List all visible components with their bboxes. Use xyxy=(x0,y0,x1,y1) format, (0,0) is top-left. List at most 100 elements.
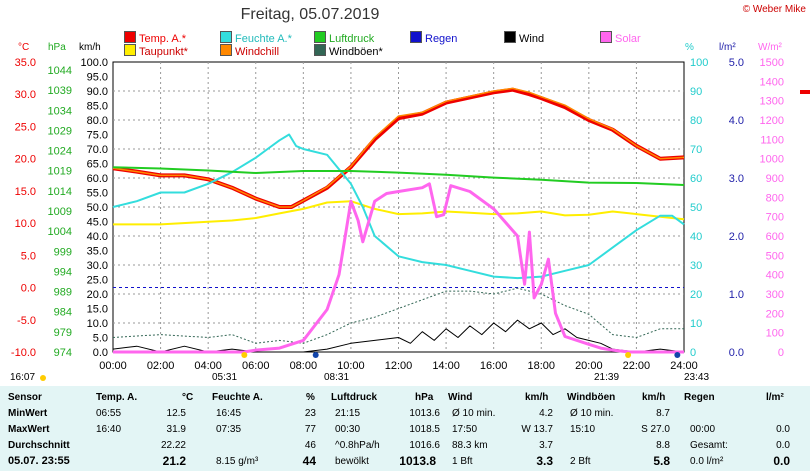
x-tick-label: 24:00 xyxy=(670,360,698,372)
cell-temp-value: 31.9 xyxy=(166,424,186,435)
pressure-tick-label: 974 xyxy=(54,347,72,359)
hdr-wind: Wind xyxy=(448,392,473,403)
cell-hum-value: 46 xyxy=(304,440,316,451)
cell-gust-bft: 2 Bft xyxy=(570,456,591,467)
humidity-tick-label: 80 xyxy=(690,115,702,127)
cell-gust-current: 5.8 xyxy=(653,454,670,468)
cell-wind-value: 4.2 xyxy=(539,408,553,419)
solar-tick-label: 1300 xyxy=(760,96,784,108)
wind-axis-unit: km/h xyxy=(79,42,101,53)
temp-tick-label: 35.0 xyxy=(15,57,36,69)
wind-tick-label: 70.0 xyxy=(87,144,108,156)
cell-rain-label: Gesamt: xyxy=(690,440,728,451)
row-label: Durchschnitt xyxy=(8,440,70,451)
wind-tick-label: 55.0 xyxy=(87,188,108,200)
wind-tick-label: 100.0 xyxy=(80,57,108,69)
humidity-tick-label: 100 xyxy=(690,57,708,69)
wind-tick-label: 25.0 xyxy=(87,275,108,287)
sun-marker-left xyxy=(40,375,46,381)
temp-tick-label: 15.0 xyxy=(15,186,36,198)
humidity-axis-unit: % xyxy=(685,42,694,53)
x-tick-label: 18:00 xyxy=(527,360,555,372)
cell-press-time: 21:15 xyxy=(335,408,361,419)
cell-hum-value: 23 xyxy=(304,408,316,419)
wind-tick-label: 65.0 xyxy=(87,159,108,171)
solar-tick-label: 1500 xyxy=(760,57,784,69)
pressure-tick-label: 1009 xyxy=(48,206,72,218)
cell-temp-value: 22.22 xyxy=(160,440,186,451)
rain-tick-label: 4.0 xyxy=(729,115,744,127)
sunrise-label: 05:31 xyxy=(212,372,238,383)
temp-tick-label: 5.0 xyxy=(21,250,36,262)
wind-tick-label: 90.0 xyxy=(87,86,108,98)
rain-axis-unit: l/m² xyxy=(719,42,736,53)
hdr-humidity: Feuchte A. xyxy=(212,392,263,403)
cell-temp-time: 16:40 xyxy=(96,424,122,435)
wind-tick-label: 10.0 xyxy=(87,318,108,330)
left-time-label: 16:07 xyxy=(10,372,36,383)
hdr-rain-unit: l/m² xyxy=(766,392,784,403)
rain-tick-label: 1.0 xyxy=(729,289,744,301)
cell-press-current: 1013.8 xyxy=(399,454,436,468)
humidity-tick-label: 30 xyxy=(690,260,702,272)
legend-gusts: Windböen* xyxy=(314,44,383,58)
cell-forecast: bewölkt xyxy=(335,456,369,467)
cell-rain-time: 00:00 xyxy=(690,424,716,435)
solar-tick-label: 400 xyxy=(766,270,784,282)
humidity-tick-label: 10 xyxy=(690,318,702,330)
pressure-tick-label: 979 xyxy=(54,327,72,339)
solar-tick-label: 1200 xyxy=(760,115,784,127)
cell-hum-time: 07:35 xyxy=(216,424,242,435)
humidity-tick-label: 20 xyxy=(690,289,702,301)
series-line xyxy=(113,182,684,354)
rain-tick-label: 2.0 xyxy=(729,231,744,243)
hdr-sensor: Sensor xyxy=(8,392,42,403)
hdr-gust: Windböen xyxy=(567,392,616,403)
sun-moon-marker xyxy=(674,352,681,358)
solar-tick-label: 1100 xyxy=(760,134,784,146)
wind-tick-label: 15.0 xyxy=(87,304,108,316)
solar-tick-label: 1400 xyxy=(760,76,784,88)
cell-wind-time: 17:50 xyxy=(452,424,478,435)
sun-moon-marker xyxy=(625,352,632,358)
series-line xyxy=(112,166,685,186)
cell-gust-label: Ø 10 min. xyxy=(570,408,614,419)
x-tick-label: 08:00 xyxy=(290,360,318,372)
cell-press-value: 1013.6 xyxy=(409,408,440,419)
temp-tick-label: 30.0 xyxy=(15,89,36,101)
pressure-tick-label: 1004 xyxy=(48,226,72,238)
cell-wind-current: 3.3 xyxy=(536,454,553,468)
wind-tick-label: 30.0 xyxy=(87,260,108,272)
series-line xyxy=(112,287,684,344)
cell-temp-current: 21.2 xyxy=(162,454,186,468)
solar-tick-label: 500 xyxy=(766,250,784,262)
wind-tick-label: 35.0 xyxy=(87,246,108,258)
x-tick-label: 12:00 xyxy=(385,360,413,372)
pressure-tick-label: 1029 xyxy=(48,125,72,137)
hdr-temp-unit: °C xyxy=(182,392,194,403)
wind-tick-label: 75.0 xyxy=(87,130,108,142)
pressure-tick-label: 1024 xyxy=(48,146,72,158)
temp-tick-label: -5.0 xyxy=(17,315,36,327)
pressure-axis-unit: hPa xyxy=(48,42,66,53)
sun-moon-marker xyxy=(241,352,248,358)
temp-tick-label: 20.0 xyxy=(15,154,36,166)
legend-rain: Regen xyxy=(410,31,457,45)
cell-gust-value: 8.7 xyxy=(656,408,670,419)
series-line xyxy=(113,200,685,226)
humidity-tick-label: 0 xyxy=(690,347,696,359)
hdr-gust-unit: km/h xyxy=(642,392,666,403)
solar-tick-label: 800 xyxy=(766,192,784,204)
series-line xyxy=(112,87,685,208)
temp-tick-label: -10.0 xyxy=(11,347,36,359)
row-label: MaxWert xyxy=(8,424,50,435)
hdr-hum-unit: % xyxy=(306,392,315,403)
legend-humidity: Feuchte A.* xyxy=(220,31,292,45)
cell-hum-time: 16:45 xyxy=(216,408,242,419)
legend-dewpoint: Taupunkt* xyxy=(124,44,188,58)
solar-tick-label: 0 xyxy=(778,347,784,359)
pressure-tick-label: 999 xyxy=(54,246,72,258)
cell-press-trend: ^0.8hPa/h xyxy=(335,440,380,451)
wind-tick-label: 80.0 xyxy=(87,115,108,127)
cell-wind-label: Ø 10 min. xyxy=(452,408,496,419)
